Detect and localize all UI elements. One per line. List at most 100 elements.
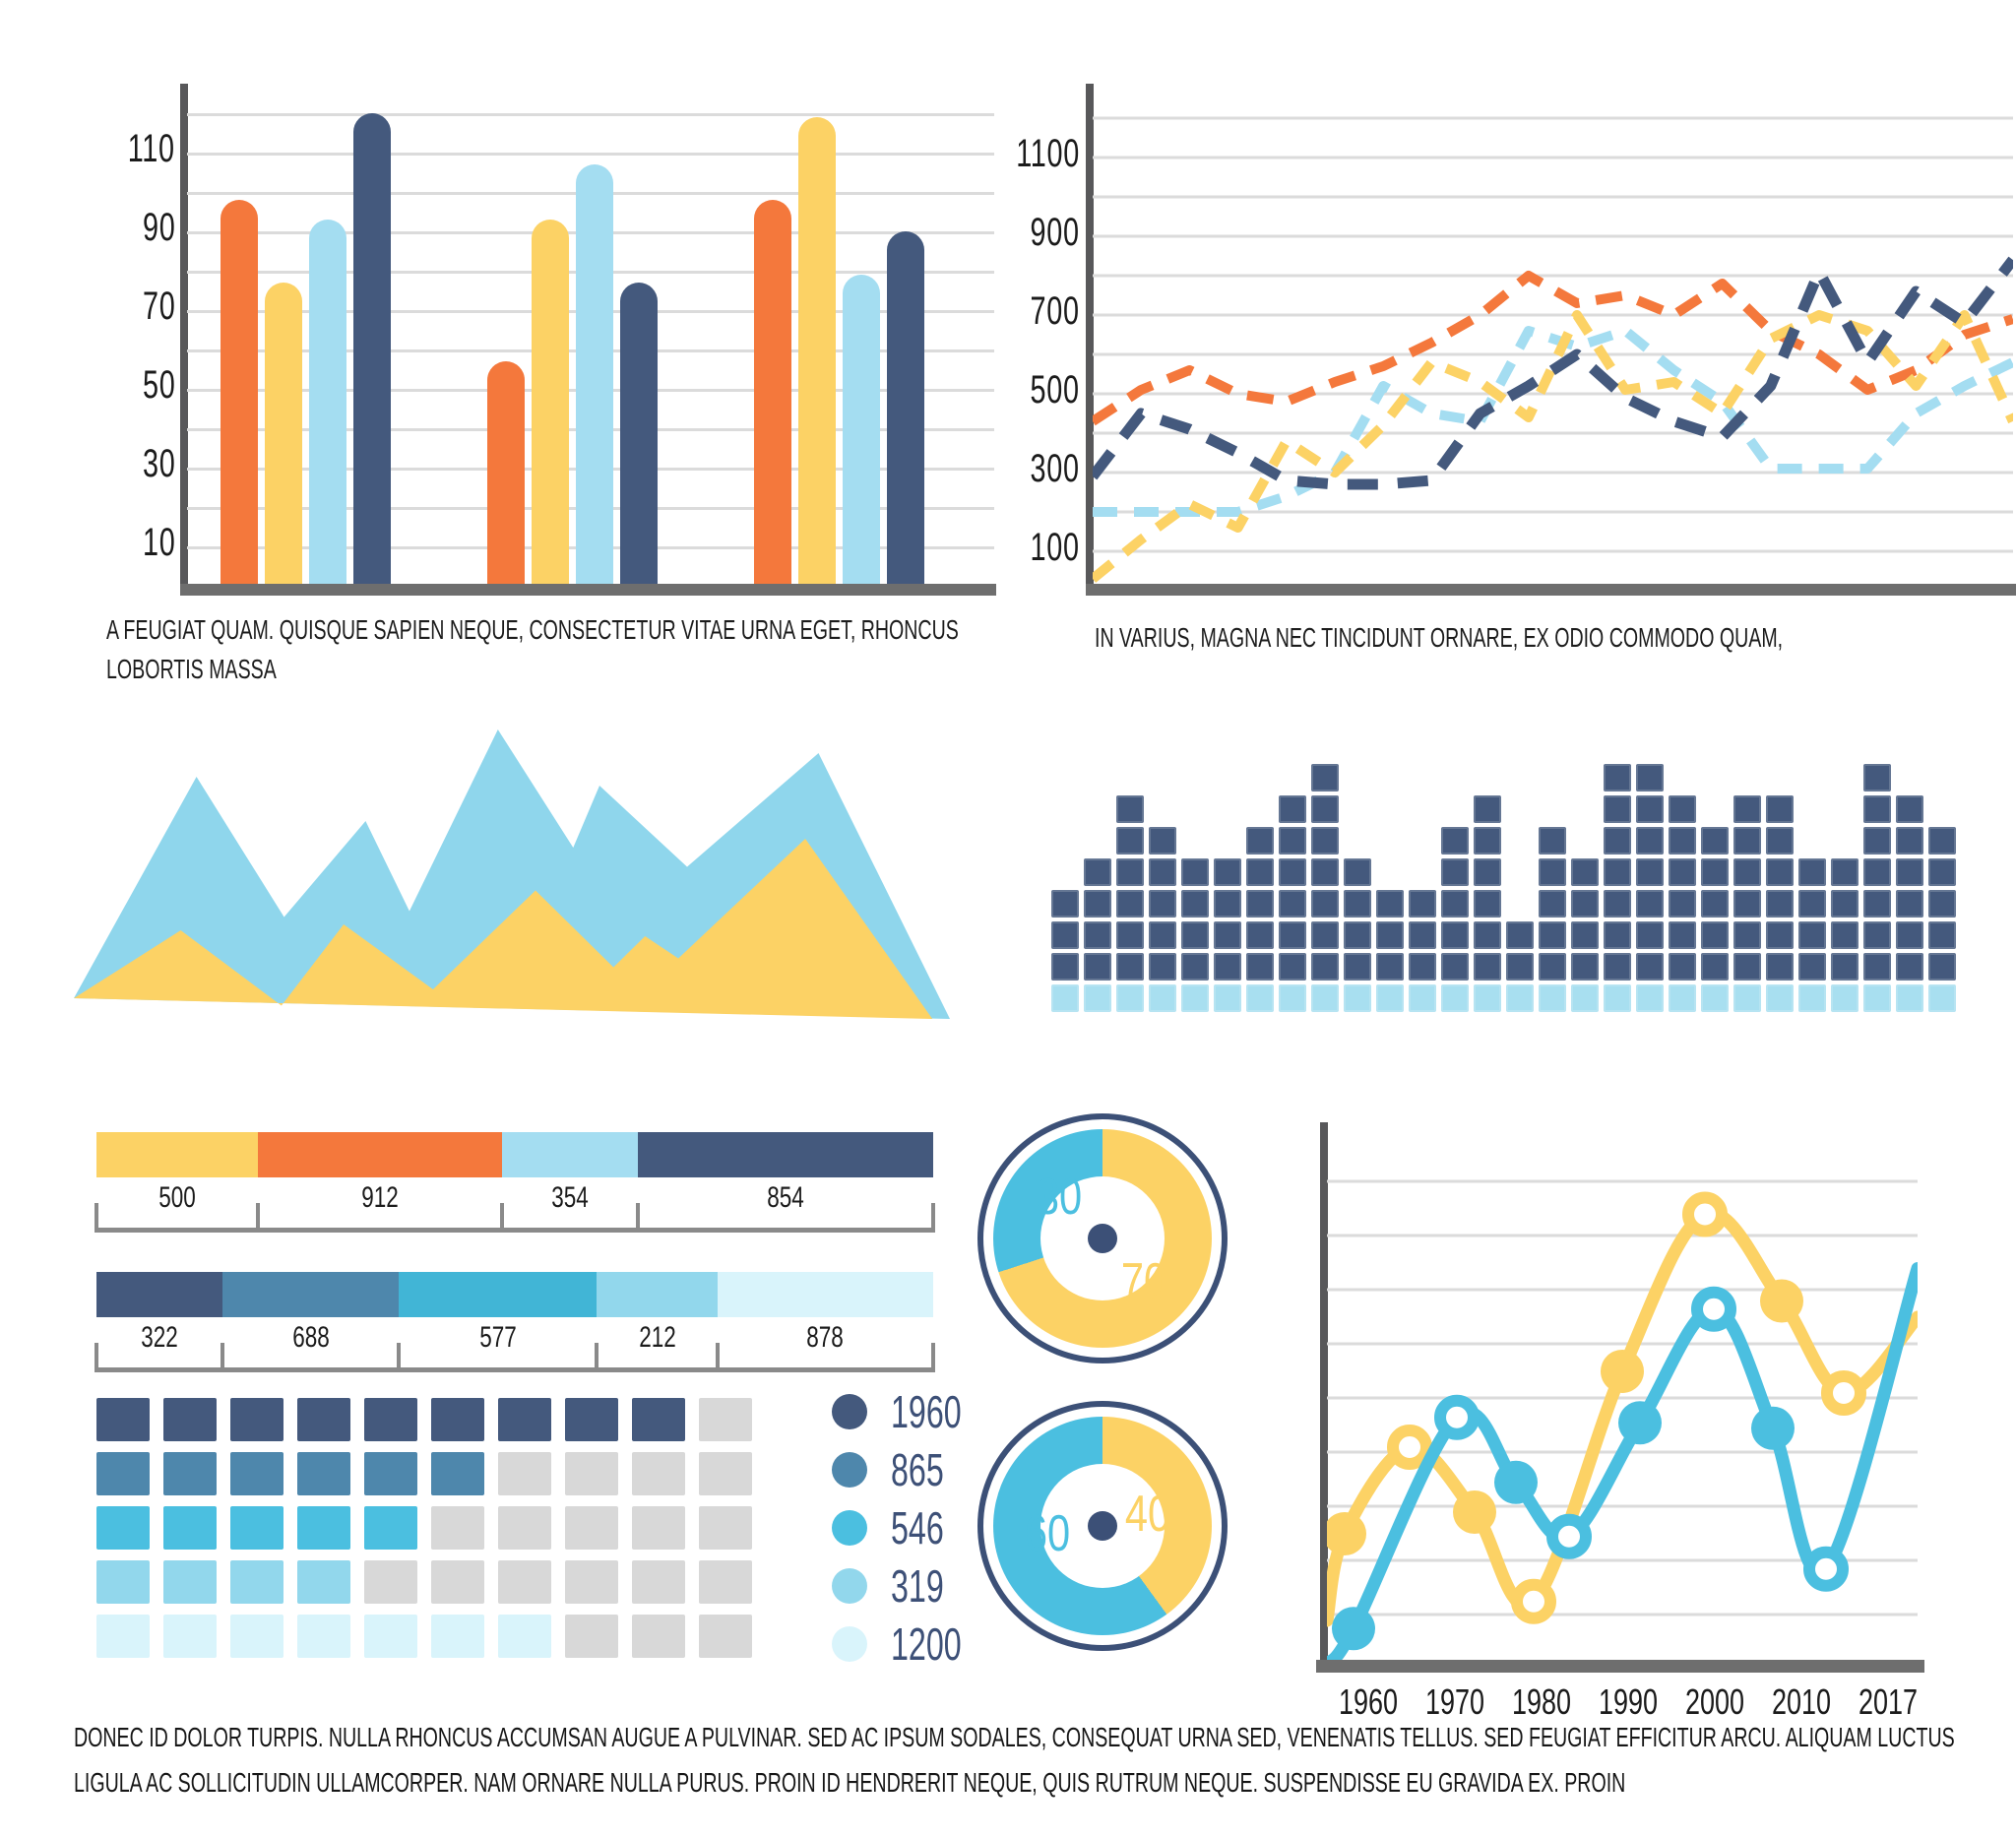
- histogram-cell: [1474, 921, 1501, 949]
- waffle-cell: [498, 1452, 551, 1495]
- bar-orange: [487, 361, 525, 586]
- dashed-line-ylabels: 1100 900 700 500 300 100: [965, 84, 1080, 596]
- waffle-cell: [431, 1560, 484, 1604]
- histogram-cell: [1149, 921, 1176, 949]
- grouped-bar-ylabels: 110 90 70 50 30 10: [59, 84, 175, 596]
- histogram-cell: [1863, 827, 1891, 855]
- waffle-cell: [163, 1398, 217, 1441]
- histogram-cell: [1831, 921, 1858, 949]
- histogram-cell: [1701, 953, 1729, 981]
- legend-item: 1200: [832, 1618, 991, 1670]
- waffle-cell: [699, 1560, 752, 1604]
- segment-value: 854: [767, 1181, 804, 1214]
- legend-dot: [832, 1626, 867, 1662]
- segment-value: 577: [478, 1321, 517, 1354]
- histogram-cell: [1571, 890, 1599, 918]
- donut-2: 60 40: [977, 1401, 1228, 1651]
- waffle-cell: [431, 1452, 484, 1495]
- waffle-cell: [632, 1560, 685, 1604]
- histogram-cell: [1441, 953, 1469, 981]
- histogram-cell: [1604, 764, 1631, 792]
- histogram-cell: [1149, 827, 1176, 855]
- curves-y-axis: [1320, 1122, 1328, 1672]
- histogram-base-cell: [1669, 984, 1696, 1012]
- caption-line: A FEUGIAT QUAM. QUISQUE SAPIEN NEQUE, CO…: [106, 614, 959, 645]
- ruler-tick: [256, 1203, 261, 1233]
- histogram-cell: [1344, 953, 1371, 981]
- bar-orange: [220, 200, 258, 586]
- histogram-base-cell: [1441, 984, 1469, 1012]
- histogram-cell: [1311, 953, 1339, 981]
- histogram-cell: [1409, 890, 1436, 918]
- legend-dot: [832, 1394, 867, 1429]
- histogram-base-cell: [1279, 984, 1306, 1012]
- ruler-tick: [396, 1343, 401, 1372]
- histogram-cell: [1863, 764, 1891, 792]
- segment-value: 912: [361, 1181, 399, 1214]
- histogram-cell: [1669, 858, 1696, 886]
- histogram-base-cell: [1539, 984, 1566, 1012]
- marker-filled-blue: [1751, 1406, 1795, 1450]
- histogram-cell: [1928, 890, 1956, 918]
- waffle-cell: [297, 1615, 350, 1658]
- histogram-cell: [1798, 953, 1826, 981]
- histogram-cell: [1084, 953, 1111, 981]
- histogram-cell: [1344, 921, 1371, 949]
- histogram-cell: [1376, 890, 1404, 918]
- legend-label: 546: [891, 1502, 944, 1553]
- waffle-cell: [565, 1560, 618, 1604]
- waffle-cell: [297, 1452, 350, 1495]
- waffle-cell: [699, 1506, 752, 1550]
- histogram-cell: [1896, 890, 1923, 918]
- histogram-cell: [1441, 890, 1469, 918]
- waffle-cell: [297, 1560, 350, 1604]
- waffle-cell: [163, 1452, 217, 1495]
- waffle-cell: [96, 1615, 150, 1658]
- histogram-cell: [1766, 795, 1794, 823]
- donut-2-center-dot: [1088, 1511, 1117, 1541]
- histogram-cell: [1311, 858, 1339, 886]
- waffle-cell: [632, 1615, 685, 1658]
- histogram-cell: [1766, 921, 1794, 949]
- dashed-line-yellow: [1093, 310, 2013, 583]
- donut-1-outer-ring: [977, 1113, 1228, 1363]
- y-axis-label: 110: [127, 127, 175, 170]
- histogram-cell: [1636, 890, 1664, 918]
- legend-item: 1960: [832, 1386, 991, 1437]
- histogram-cell: [1279, 890, 1306, 918]
- histogram-cell: [1798, 858, 1826, 886]
- histogram-cell: [1831, 858, 1858, 886]
- y-axis-label: 900: [1030, 211, 1080, 254]
- histogram-cell: [1279, 921, 1306, 949]
- stacked-bar-2-ruler: 322 688 577 212 878: [94, 1321, 935, 1372]
- stacked-bar-1-ruler: 500 912 354 854: [94, 1181, 935, 1233]
- y-axis-label: 300: [1030, 447, 1080, 490]
- histogram-base-cell: [1831, 984, 1858, 1012]
- waffle-cell: [364, 1615, 417, 1658]
- histogram-cell: [1636, 858, 1664, 886]
- waffle-cell: [498, 1398, 551, 1441]
- histogram-cell: [1766, 827, 1794, 855]
- gridline: [187, 153, 994, 156]
- grouped-bar-plot: [187, 84, 994, 586]
- histogram-cell: [1701, 890, 1729, 918]
- histogram-cell: [1928, 953, 1956, 981]
- footer-line-1: DONEC ID DOLOR TURPIS. NULLA RHONCUS ACC…: [74, 1722, 1955, 1752]
- dashed-line-x-axis: [1086, 584, 2016, 596]
- y-axis-label: 90: [142, 206, 175, 249]
- histogram-cell: [1116, 795, 1144, 823]
- histogram-cell: [1863, 890, 1891, 918]
- caption-line: LOBORTIS MASSA: [106, 654, 277, 684]
- waffle-cell: [565, 1615, 618, 1658]
- waffle-cell: [632, 1452, 685, 1495]
- grouped-bar-caption: A FEUGIAT QUAM. QUISQUE SAPIEN NEQUE, CO…: [106, 610, 1091, 689]
- histogram-base-cell: [1084, 984, 1111, 1012]
- histogram-cell: [1214, 921, 1241, 949]
- bar-yellow: [265, 283, 302, 586]
- histogram-cell: [1214, 858, 1241, 886]
- histogram-cell: [1474, 890, 1501, 918]
- y-axis-label: 700: [1030, 289, 1080, 333]
- histogram-base-cell: [1733, 984, 1761, 1012]
- segment-value: 878: [806, 1321, 845, 1354]
